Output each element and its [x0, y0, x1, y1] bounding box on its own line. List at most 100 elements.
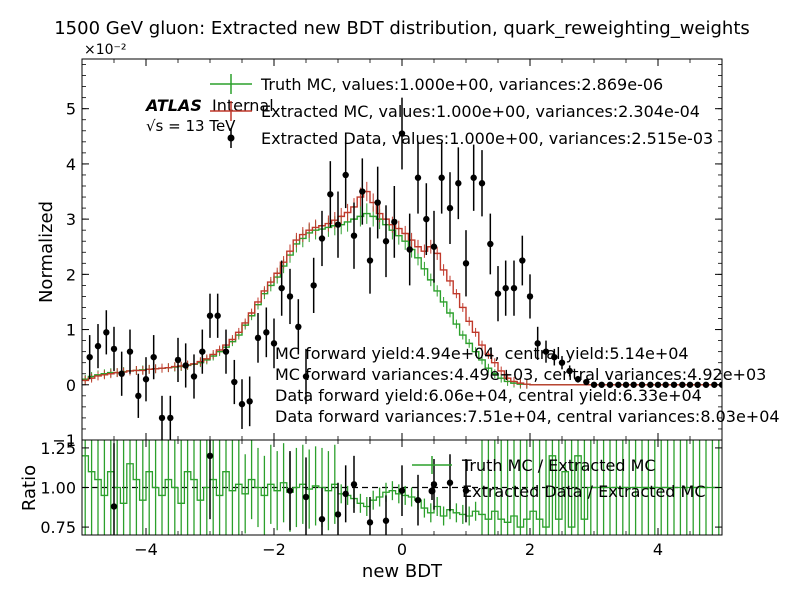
legend-entry-truth: Truth MC, values:1.000e+00, variances:2.… — [210, 74, 663, 94]
svg-text:ATLAS Internal: ATLAS Internal — [144, 96, 274, 115]
data-point — [382, 238, 390, 245]
ratio-panel: 0.75 1.00 1.25 −4 −2 0 2 4 Ratio new BDT Truth… — [19, 59, 723, 582]
ratio-data-point — [302, 493, 310, 501]
data-point — [142, 376, 150, 383]
ratio-data-point — [334, 511, 342, 518]
data-point — [286, 293, 294, 300]
x-tick-label: −2 — [262, 540, 286, 559]
data-point — [366, 257, 374, 264]
data-point — [238, 400, 246, 408]
ratio-y-tick-label: 1.25 — [40, 439, 76, 458]
data-point — [478, 180, 486, 187]
data-point — [526, 293, 534, 300]
main-panel: −1 0 1 2 3 4 5 ×10⁻² Normalized ATLAS Internal… — [36, 42, 780, 450]
ratio-data-point — [382, 517, 390, 524]
data-point — [278, 284, 285, 292]
data-point — [263, 329, 270, 336]
x-tick-label: 4 — [653, 540, 663, 559]
data-point — [135, 392, 142, 400]
main-y-tick-label: 2 — [66, 265, 76, 284]
data-point — [638, 381, 646, 388]
data-point — [254, 334, 262, 342]
data-point — [190, 373, 198, 380]
data-point — [350, 232, 358, 239]
data-point — [694, 381, 701, 388]
atlas-energy-label: √s = 13 TeV — [146, 117, 236, 135]
data-point — [374, 199, 381, 206]
ratio-data-point — [342, 490, 349, 498]
ratio-data-point — [110, 503, 118, 510]
legend-label-data: Extracted Data, values:1.000e+00, varian… — [261, 129, 713, 148]
data-point — [622, 381, 630, 388]
x-axis-label: new BDT — [362, 561, 443, 582]
data-point — [487, 240, 494, 248]
data-point — [182, 362, 189, 369]
x-tick-label: −4 — [134, 540, 158, 559]
data-point — [231, 378, 238, 386]
main-plot-area — [82, 97, 722, 440]
data-point — [590, 381, 598, 388]
data-point — [647, 381, 654, 388]
data-point — [327, 191, 334, 198]
ratio-legend: Truth MC / Extracted MC Extracted Data /… — [412, 456, 706, 501]
data-point — [679, 381, 686, 388]
legend-label-extracted: Extracted MC, values:1.000e+00, variance… — [261, 102, 700, 121]
main-y-multiplier: ×10⁻² — [84, 42, 127, 58]
ratio-y-ticks: 0.75 1.00 1.25 — [40, 439, 722, 537]
data-point — [438, 174, 445, 181]
data-point — [502, 284, 509, 292]
legend-entry-data: Extracted Data, values:1.000e+00, varian… — [227, 128, 713, 148]
x-ticks: −4 −2 0 2 4 — [81, 59, 723, 559]
data-point — [334, 221, 342, 228]
ratio-data-point — [286, 487, 294, 494]
annotation-data-yield: Data forward yield:6.06e+04, central yie… — [275, 386, 702, 405]
data-point — [534, 340, 541, 347]
data-point — [310, 282, 317, 289]
data-point — [702, 381, 710, 388]
data-point — [103, 329, 110, 336]
ratio-data-point — [446, 479, 454, 486]
ratio-data-point — [206, 452, 214, 460]
data-point — [174, 356, 182, 364]
data-point — [686, 381, 694, 388]
data-point — [342, 171, 349, 179]
data-point — [270, 340, 278, 347]
ratio-legend-entry-truth: Truth MC / Extracted MC — [412, 456, 656, 475]
annotation-data-variance: Data forward variances:7.51e+04, central… — [275, 407, 780, 426]
data-point — [118, 370, 125, 377]
data-point — [574, 376, 582, 383]
data-point — [615, 381, 622, 388]
data-point — [606, 381, 614, 388]
data-point — [462, 260, 470, 267]
data-point — [598, 381, 605, 388]
data-point — [551, 353, 558, 361]
data-point — [414, 174, 422, 181]
main-y-tick-label: 1 — [66, 321, 76, 340]
data-point — [510, 284, 518, 292]
main-y-ticks: −1 0 1 2 3 4 5 — [52, 64, 722, 450]
data-point — [222, 348, 230, 355]
data-point — [494, 290, 502, 297]
ratio-y-axis-label: Ratio — [19, 465, 40, 511]
data-point — [246, 398, 253, 405]
data-point — [455, 180, 462, 187]
data-point — [583, 378, 590, 386]
data-point — [558, 359, 566, 366]
atlas-label: ATLAS Internal √s = 13 TeV — [144, 96, 274, 135]
data-point — [430, 243, 438, 250]
legend-entry-extracted: Extracted MC, values:1.000e+00, variance… — [210, 101, 700, 121]
data-point — [110, 345, 118, 353]
data-point — [662, 381, 669, 388]
main-y-tick-label: 3 — [66, 210, 76, 229]
ratio-legend-label-data: Extracted Data / Extracted MC — [462, 482, 706, 501]
ratio-data-point — [366, 519, 374, 526]
main-y-tick-label: 5 — [66, 100, 76, 119]
ratio-y-tick-label: 1.00 — [40, 479, 76, 498]
data-point — [126, 348, 134, 355]
data-point — [150, 353, 157, 361]
data-point — [302, 373, 310, 380]
figure-title: 1500 GeV gluon: Extracted new BDT distri… — [54, 18, 750, 39]
annotation-mc-variance: MC forward variances:4.49e+03, central v… — [275, 365, 766, 384]
data-point — [566, 367, 573, 375]
